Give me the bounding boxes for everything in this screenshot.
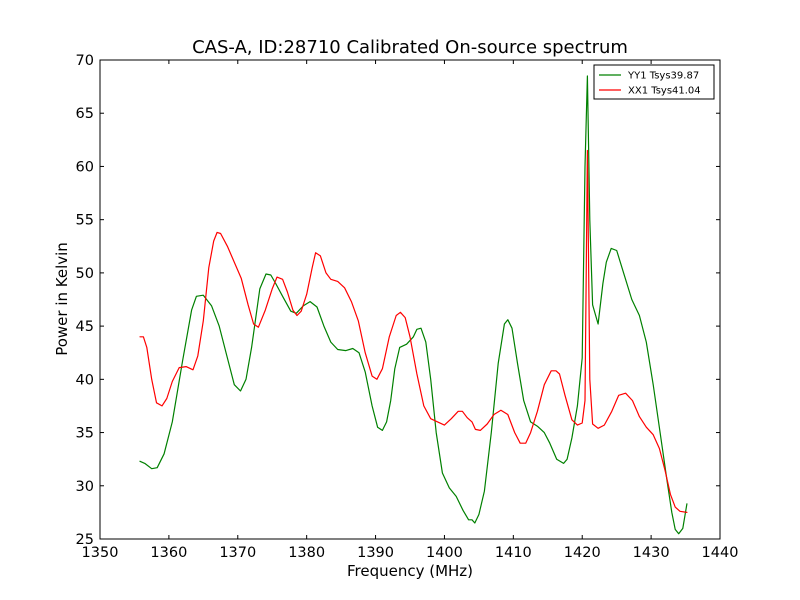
y-tick-label: 40 — [76, 372, 94, 388]
y-tick-label: 30 — [76, 479, 94, 495]
x-tick-label: 1440 — [702, 545, 739, 561]
y-axis-title: Power in Kelvin — [53, 242, 71, 356]
y-tick-label: 70 — [76, 53, 94, 69]
series-layer — [139, 75, 688, 535]
legend-label: YY1 Tsys39.87 — [627, 71, 699, 82]
series-line-yy1 — [139, 75, 688, 535]
y-tick-label: 45 — [76, 319, 94, 335]
x-axis-title: Frequency (MHz) — [347, 562, 473, 580]
x-tick-label: 1400 — [426, 545, 463, 561]
x-tick-label: 1360 — [150, 545, 187, 561]
legend: YY1 Tsys39.87 XX1 Tsys41.04 — [593, 64, 715, 100]
y-tick-label: 60 — [76, 159, 94, 175]
y-tick-label: 65 — [76, 106, 94, 122]
y-tick-label: 25 — [76, 532, 94, 548]
legend-box — [593, 64, 715, 100]
x-tick-label: 1350 — [82, 545, 119, 561]
y-axis: 25 30 35 40 45 50 55 60 65 70 — [76, 53, 720, 548]
plot-frame — [99, 59, 721, 540]
chart-title: CAS-A, ID:28710 Calibrated On-source spe… — [192, 37, 628, 58]
x-tick-label: 1390 — [357, 545, 394, 561]
x-tick-label: 1410 — [495, 545, 532, 561]
legend-label: XX1 Tsys41.04 — [628, 86, 701, 97]
y-tick-label: 55 — [76, 213, 94, 229]
x-tick-label: 1430 — [633, 545, 670, 561]
x-tick-label: 1370 — [219, 545, 256, 561]
x-tick-label: 1420 — [564, 545, 601, 561]
series-line-xx1 — [139, 149, 688, 514]
x-tick-label: 1380 — [288, 545, 325, 561]
y-tick-label: 35 — [76, 426, 94, 442]
y-tick-label: 50 — [76, 266, 94, 282]
plot-area — [99, 59, 721, 540]
x-axis: 1350 1360 1370 1380 1390 1400 1410 1420 1430 1440 — [82, 60, 739, 561]
